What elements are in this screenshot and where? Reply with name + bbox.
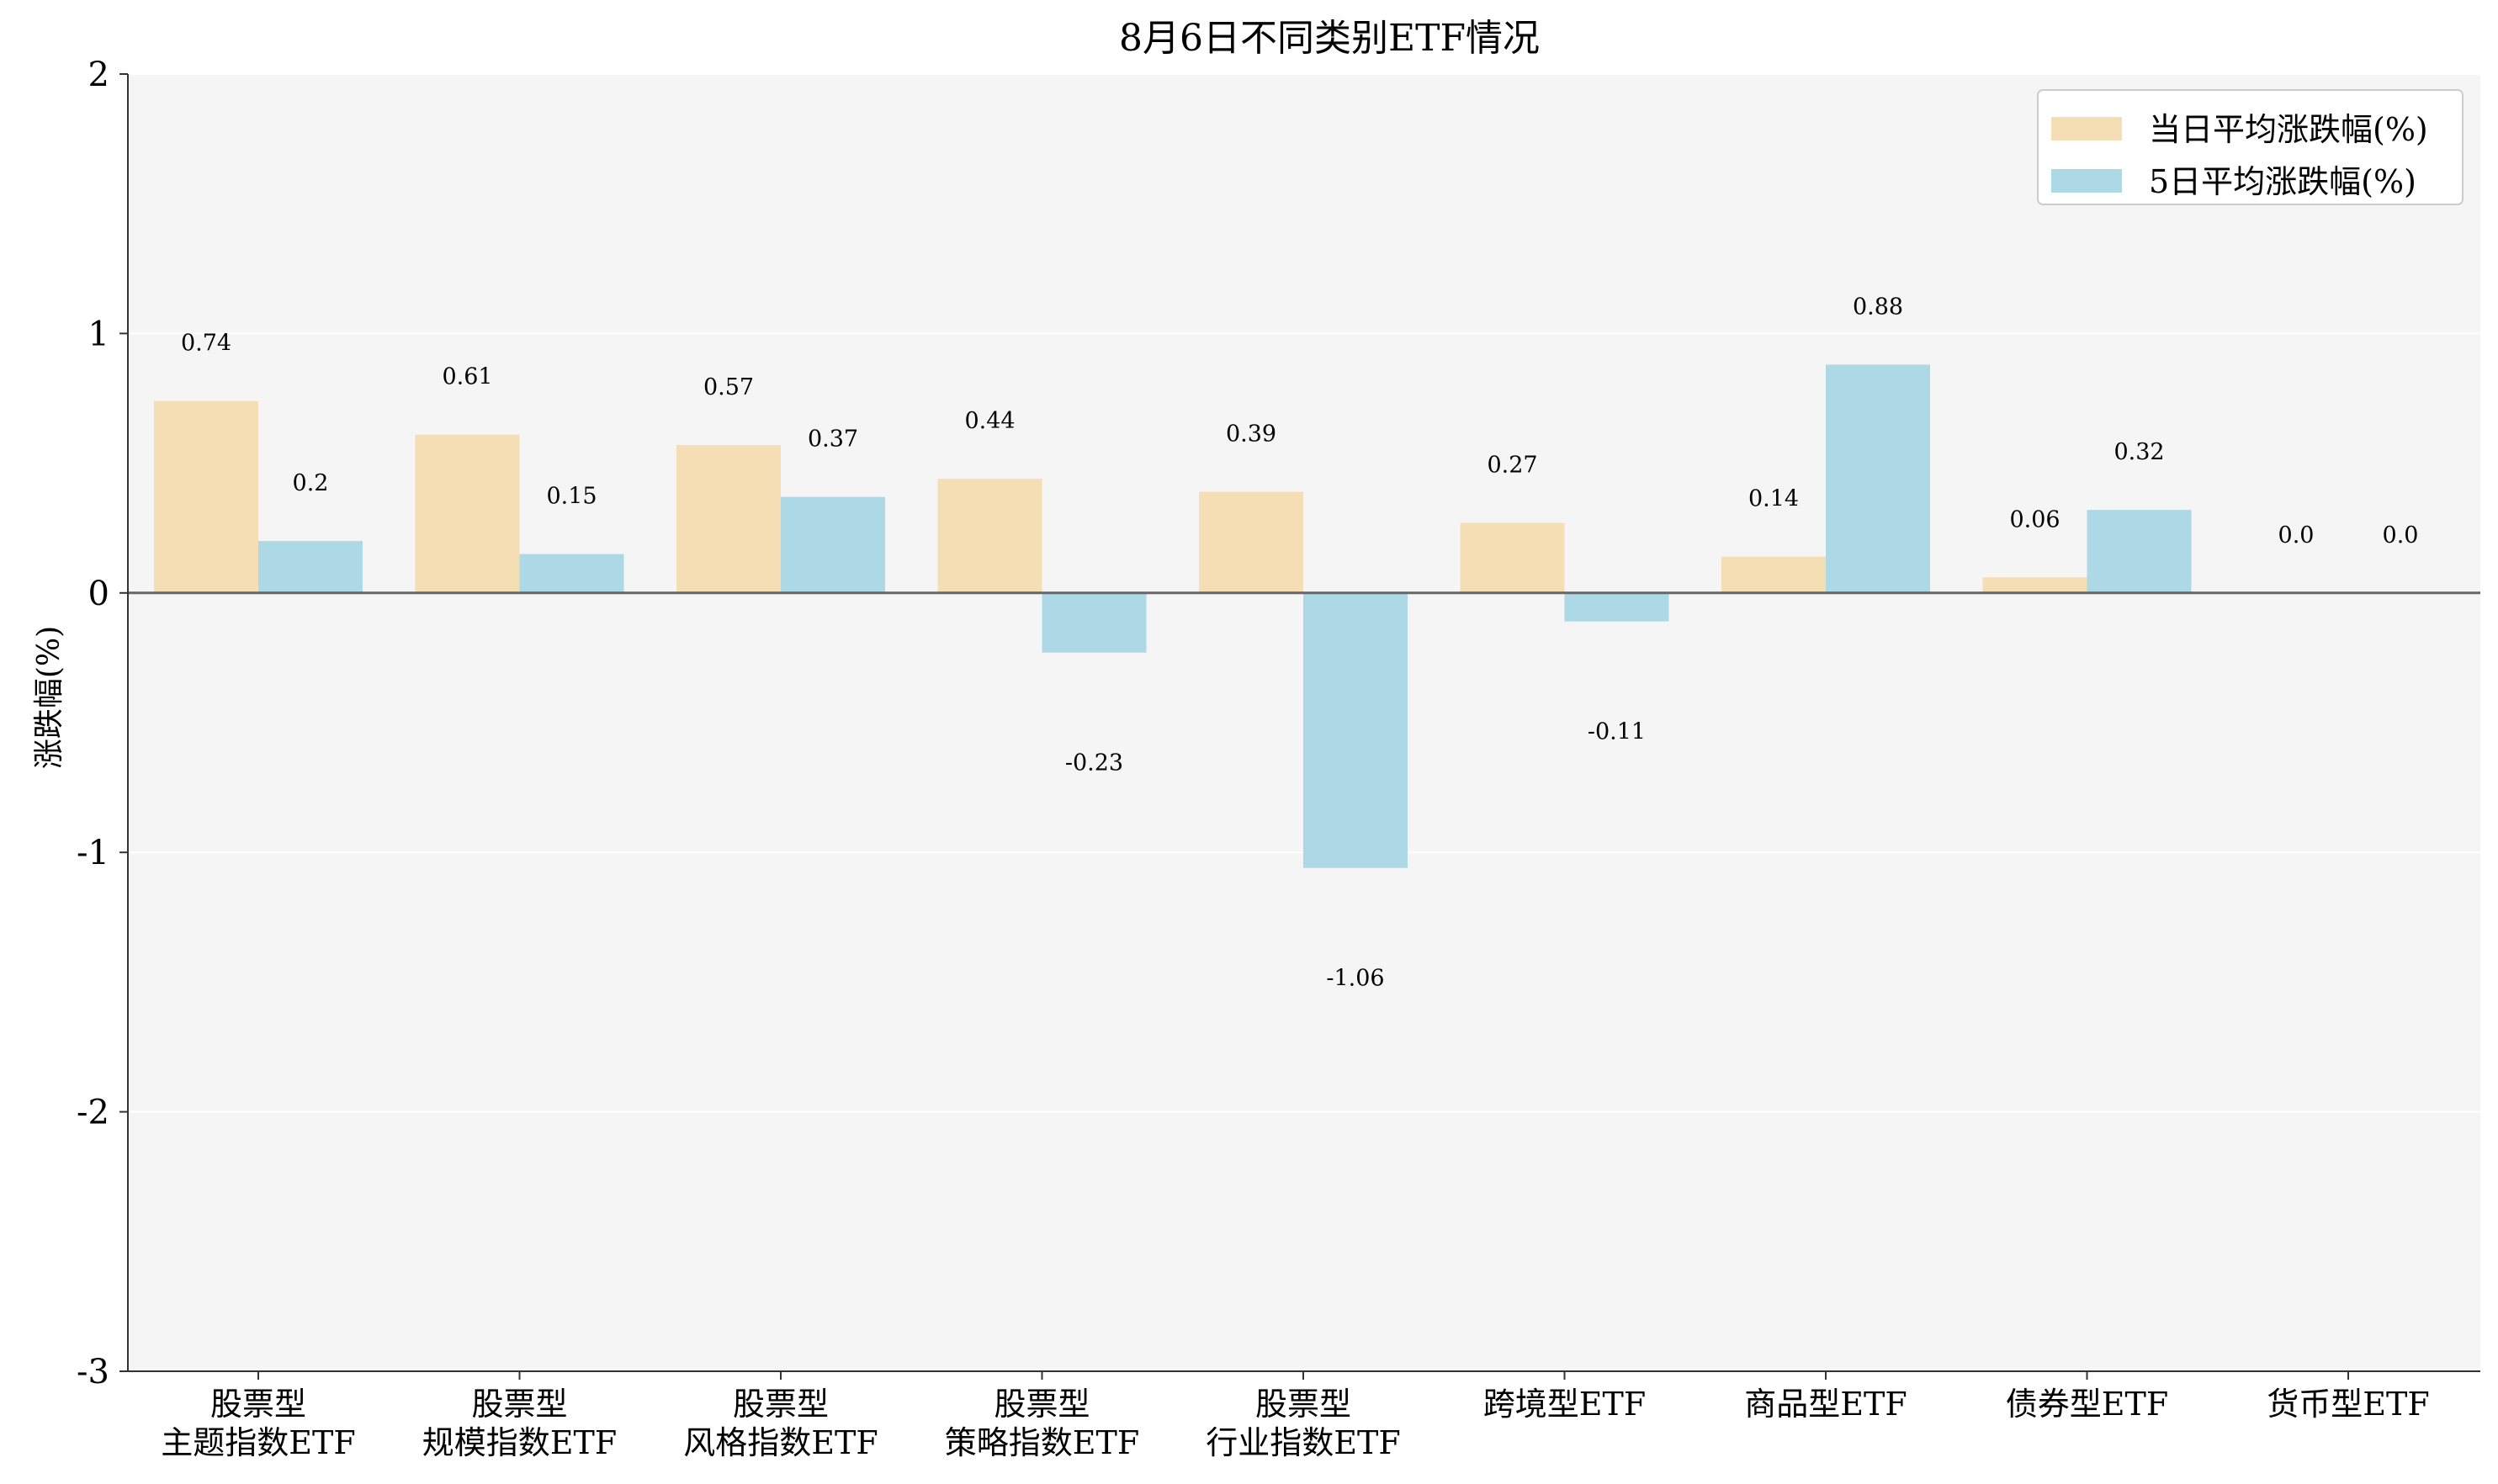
data-label: 0.88 [1853, 294, 1903, 320]
bar-daily [937, 479, 1042, 593]
bar-daily [676, 445, 781, 593]
bar-5day [519, 554, 624, 593]
y-axis-ticks: 2 1 0 -1 -2 -3 [77, 56, 128, 1391]
y-tick-label: 2 [88, 56, 109, 94]
bar-daily [154, 400, 258, 593]
bar-5day [1042, 592, 1147, 653]
data-label: 0.57 [703, 374, 754, 400]
data-label: 0.14 [1748, 486, 1799, 512]
bar-5day [2087, 510, 2192, 593]
data-labels: 0.74 0.2 0.61 0.15 0.57 0.37 0.44 -0.23 0.39 -1.0… [181, 294, 2419, 991]
data-label: -0.11 [1588, 719, 1646, 745]
y-axis-label: 涨跌幅(%) [32, 626, 66, 769]
legend-label: 当日平均涨跌幅(%) [2149, 111, 2428, 148]
bars [154, 364, 2192, 868]
x-tick-label: 股票型主题指数ETF [161, 1386, 355, 1461]
bar-daily [1199, 491, 1303, 593]
x-tick-label: 股票型风格指数ETF [683, 1386, 878, 1461]
data-label: -1.06 [1326, 966, 1384, 992]
data-label: 0.2 [293, 470, 329, 496]
x-tick-label: 债券型ETF [2006, 1386, 2168, 1423]
data-label: -0.23 [1065, 750, 1123, 776]
legend: 当日平均涨跌幅(%) 5日平均涨跌幅(%) [2037, 89, 2464, 205]
data-label: 0.15 [546, 484, 597, 510]
y-tick-label: -2 [77, 1094, 109, 1132]
bar-daily [1982, 577, 2087, 593]
legend-swatch [2051, 117, 2122, 140]
y-tick-label: 0 [88, 575, 109, 613]
data-label: 0.06 [2009, 506, 2060, 533]
legend-label: 5日平均涨跌幅(%) [2149, 163, 2416, 200]
bar-daily [415, 434, 520, 593]
data-label: 0.44 [964, 408, 1015, 434]
data-label: 0.0 [2278, 522, 2315, 549]
bar-daily [1721, 556, 1826, 593]
x-tick-label: 跨境型ETF [1483, 1386, 1646, 1423]
x-tick-label: 股票型策略指数ETF [945, 1386, 1139, 1461]
x-axis-ticks: 股票型主题指数ETF 股票型规模指数ETF 股票型风格指数ETF 股票型策略指数ETF… [161, 1371, 2430, 1461]
data-label: 0.39 [1226, 421, 1276, 448]
chart-title: 8月6日不同类别ETF情况 [1119, 17, 1540, 60]
bar-5day [1826, 364, 1930, 593]
x-tick-label: 货币型ETF [2267, 1386, 2429, 1423]
y-tick-label: -3 [77, 1353, 109, 1391]
x-tick-label: 股票型行业指数ETF [1206, 1386, 1400, 1461]
legend-swatch [2051, 169, 2122, 193]
x-tick-label: 商品型ETF [1744, 1386, 1907, 1423]
y-tick-label: -1 [77, 834, 109, 872]
data-label: 0.61 [442, 364, 492, 390]
data-label: 0.74 [181, 331, 231, 357]
bar-5day [258, 541, 363, 593]
data-label: 0.27 [1487, 453, 1537, 479]
bar-5day [781, 496, 885, 593]
x-tick-label: 股票型规模指数ETF [422, 1386, 617, 1461]
data-label: 0.0 [2383, 522, 2419, 549]
data-label: 0.37 [808, 427, 858, 453]
legend-box [2037, 89, 2464, 205]
bar-5day [1303, 592, 1408, 868]
bar-daily [1460, 522, 1565, 593]
y-tick-label: 1 [88, 315, 109, 353]
data-label: 0.32 [2113, 439, 2164, 465]
bar-5day [1564, 592, 1669, 622]
